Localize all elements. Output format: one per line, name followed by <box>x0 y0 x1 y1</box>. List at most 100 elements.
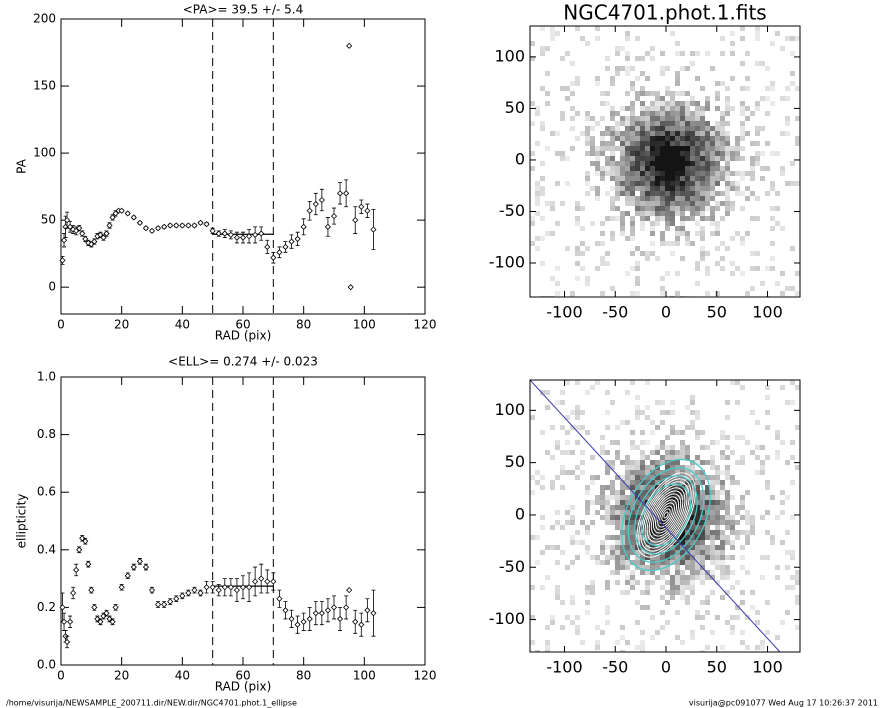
pixel <box>655 470 660 475</box>
pixel <box>720 430 725 435</box>
pixel <box>690 186 695 191</box>
pixel <box>685 580 690 585</box>
pixel <box>740 630 745 635</box>
pixel <box>640 540 645 545</box>
pixel <box>655 500 660 505</box>
pixel <box>690 206 695 211</box>
pixel <box>565 246 570 251</box>
pixel <box>560 625 565 630</box>
pixel <box>690 495 695 500</box>
pixel <box>700 126 705 131</box>
pixel <box>695 615 700 620</box>
pixel <box>635 121 640 126</box>
pixel <box>680 585 685 590</box>
pixel <box>745 645 750 650</box>
x-tick-label: 80 <box>296 318 311 332</box>
pixel <box>750 191 755 196</box>
pixel <box>785 286 790 291</box>
pixel <box>565 440 570 445</box>
pixel <box>680 211 685 216</box>
pixel <box>660 291 665 296</box>
pixel <box>665 500 670 505</box>
data-point <box>70 589 77 597</box>
pixel <box>560 111 565 116</box>
pixel <box>725 540 730 545</box>
pixel <box>695 490 700 495</box>
pixel <box>680 126 685 131</box>
x-axis-label: RAD (pix) <box>215 680 272 694</box>
pixel <box>620 475 625 480</box>
pixel <box>685 595 690 600</box>
pixel <box>725 106 730 111</box>
pixel <box>665 520 670 525</box>
pixel <box>725 575 730 580</box>
pixel <box>575 625 580 630</box>
pixel <box>725 171 730 176</box>
pixel <box>710 186 715 191</box>
pixel <box>660 66 665 71</box>
pixel <box>745 570 750 575</box>
pixel <box>770 181 775 186</box>
pixel <box>685 191 690 196</box>
pixel <box>785 530 790 535</box>
pixel <box>665 146 670 151</box>
pixel <box>540 515 545 520</box>
pixel <box>530 415 535 420</box>
pixel <box>580 520 585 525</box>
pixel <box>625 121 630 126</box>
pixel <box>645 555 650 560</box>
pixel <box>750 141 755 146</box>
pixel <box>745 106 750 111</box>
pixel <box>680 560 685 565</box>
pixel <box>615 181 620 186</box>
pixel <box>695 136 700 141</box>
pixel <box>640 565 645 570</box>
pixel <box>715 166 720 171</box>
pixel <box>575 206 580 211</box>
pixel <box>705 196 710 201</box>
pixel <box>545 91 550 96</box>
pixel <box>725 470 730 475</box>
pixel <box>675 545 680 550</box>
pixel <box>740 545 745 550</box>
pixel <box>675 495 680 500</box>
pixel <box>725 211 730 216</box>
pixel <box>540 26 545 31</box>
pixel <box>675 540 680 545</box>
pixel <box>650 201 655 206</box>
pixel <box>735 400 740 405</box>
pixel <box>765 630 770 635</box>
pixel <box>645 156 650 161</box>
pixel <box>680 530 685 535</box>
pixel <box>640 196 645 201</box>
pixel <box>740 600 745 605</box>
pixel <box>715 550 720 555</box>
pixel <box>705 131 710 136</box>
pixel <box>580 266 585 271</box>
pixel <box>675 186 680 191</box>
pixel <box>640 171 645 176</box>
pixel <box>645 216 650 221</box>
pixel <box>605 505 610 510</box>
pixel <box>700 530 705 535</box>
pixel <box>660 475 665 480</box>
pixel <box>670 460 675 465</box>
pixel <box>570 425 575 430</box>
x-tick-label: 80 <box>296 669 311 683</box>
pixel <box>600 241 605 246</box>
pixel <box>675 161 680 166</box>
pixel <box>585 136 590 141</box>
pixel <box>660 121 665 126</box>
pixel <box>765 141 770 146</box>
pixel <box>665 211 670 216</box>
pixel <box>660 111 665 116</box>
x-tick-label: 100 <box>752 303 783 322</box>
pixel <box>680 156 685 161</box>
pixel <box>555 221 560 226</box>
pixel <box>710 455 715 460</box>
pixel <box>630 585 635 590</box>
pixel <box>745 510 750 515</box>
pixel <box>660 525 665 530</box>
pixel <box>695 186 700 191</box>
data-point <box>203 584 210 591</box>
